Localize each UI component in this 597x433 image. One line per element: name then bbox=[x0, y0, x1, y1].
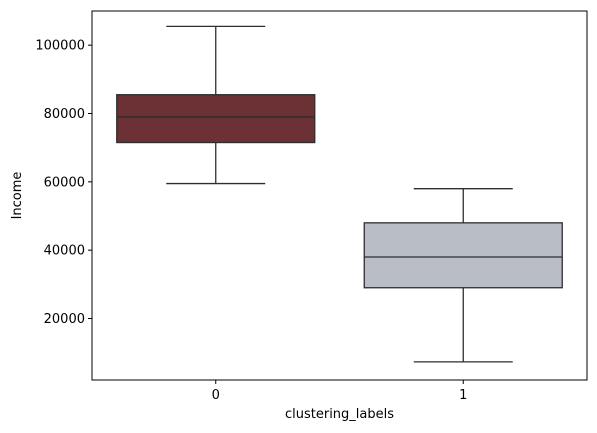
plot-frame bbox=[91, 10, 588, 381]
x-tick-label: 1 bbox=[459, 388, 467, 403]
box-1 bbox=[363, 188, 563, 363]
y-tick-label: 100000 bbox=[35, 39, 85, 54]
iqr-box bbox=[116, 94, 316, 144]
y-tick-label: 20000 bbox=[44, 312, 85, 327]
x-tick-label: 0 bbox=[212, 388, 220, 403]
box-0 bbox=[116, 25, 316, 185]
plot-area bbox=[116, 25, 563, 363]
iqr-box bbox=[363, 222, 563, 289]
x-axis-label: clustering_labels bbox=[285, 407, 394, 422]
y-axis: 20000 40000 60000 80000 100000 bbox=[35, 39, 92, 327]
y-axis-label: Income bbox=[10, 172, 25, 220]
y-tick-label: 60000 bbox=[44, 175, 85, 190]
y-tick-label: 40000 bbox=[44, 244, 85, 259]
y-tick-label: 80000 bbox=[44, 107, 85, 122]
